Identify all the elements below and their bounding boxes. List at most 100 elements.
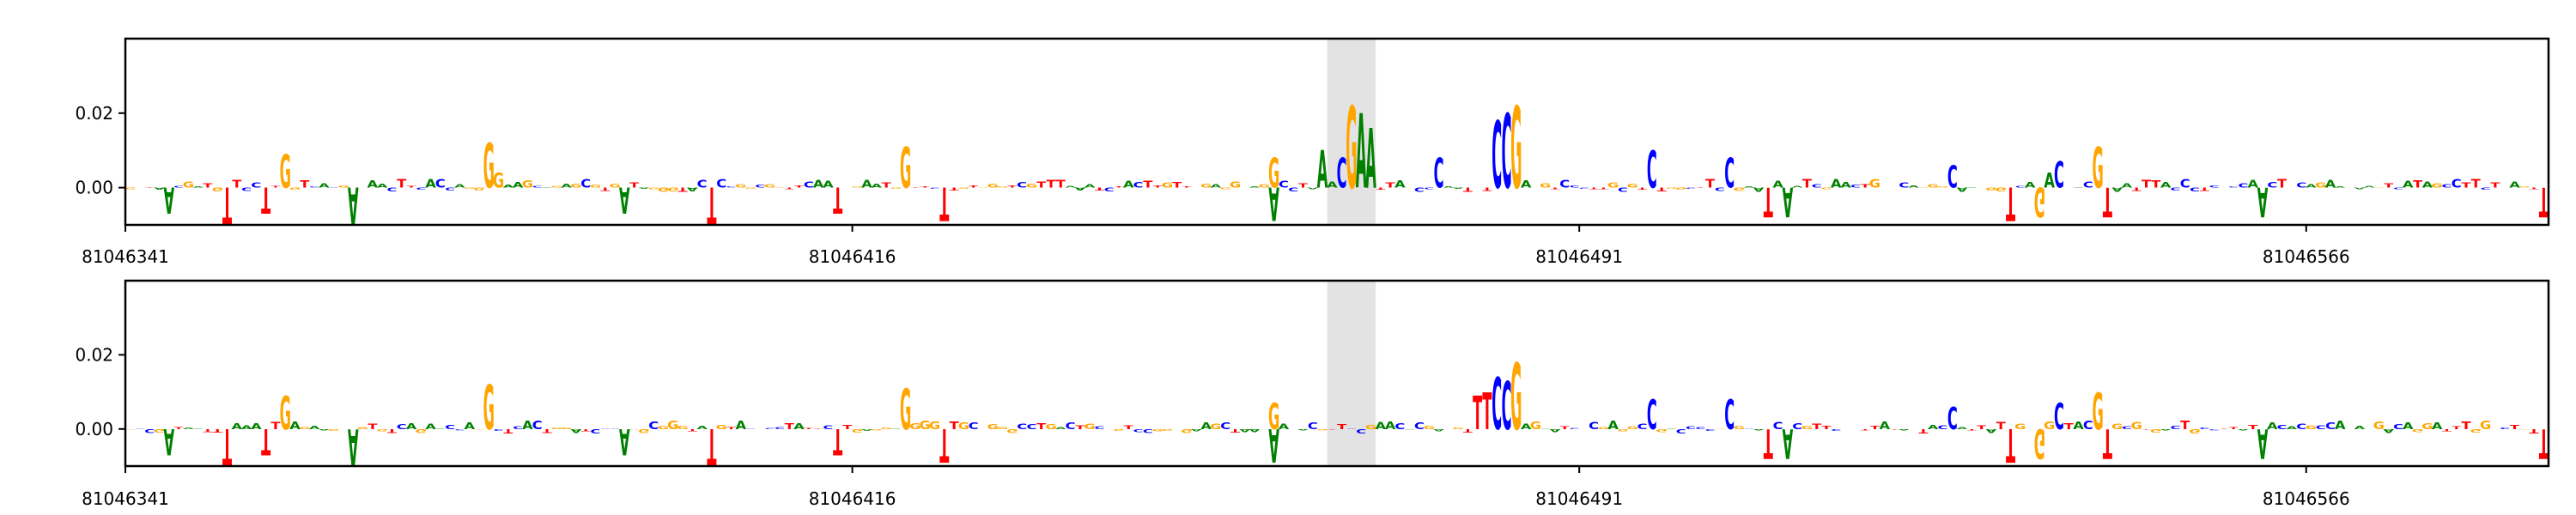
logo-letter-background: T — [503, 427, 513, 434]
logo-letter-background: A — [1123, 179, 1134, 190]
logo-letter-background: T — [2219, 428, 2228, 429]
logo-letter-peak: T — [261, 420, 270, 460]
logo-letter-peak: T — [1482, 384, 1492, 442]
logo-letter-background: T — [2142, 429, 2151, 430]
logo-letter-background: G — [735, 183, 746, 188]
logo-letter-peak: T — [939, 417, 949, 470]
logo-letter-background: C — [1026, 423, 1036, 432]
logo-letter-background: G — [464, 187, 475, 189]
logo-letter-background: C — [454, 428, 465, 430]
logo-letter-background: G — [658, 186, 669, 193]
logo-letter-background: C — [610, 428, 620, 429]
logo-letter-background: A — [406, 422, 417, 432]
logo-letter-peak: C — [1492, 365, 1502, 447]
logo-letter-background: T — [629, 181, 640, 189]
logo-letter-background: C — [2190, 186, 2200, 192]
logo-letter-background: T — [2451, 426, 2461, 430]
logo-letter-background: G — [1627, 182, 1638, 189]
logo-letter-background: C — [1143, 427, 1153, 433]
logo-letter-background: A — [513, 181, 525, 190]
logo-letter-background: C — [1414, 421, 1425, 432]
logo-letter-background: A — [1308, 187, 1319, 190]
logo-letter-background: T — [2277, 178, 2287, 191]
logo-letter-background: G — [997, 427, 1008, 430]
x-tick-label: 81046416 — [809, 488, 896, 509]
logo-letter-background: A — [377, 183, 388, 189]
logo-letter-background: T — [2180, 419, 2190, 432]
logo-letter-background: C — [445, 186, 455, 191]
logo-letter-background: T — [2530, 427, 2540, 434]
logo-letter-background: T — [2132, 186, 2142, 191]
plot-frame — [124, 37, 2550, 227]
logo-letter-background: A — [2267, 421, 2278, 432]
plot-frame — [124, 279, 2550, 468]
logo-letter-peak: T — [222, 416, 232, 475]
logo-letter-background: A — [183, 427, 194, 429]
logo-letter-background: T — [1802, 177, 1813, 191]
logo-letter-background: A — [1753, 428, 1765, 430]
logo-letter-background: G — [1084, 423, 1095, 432]
logo-letter-background: A — [2073, 187, 2084, 188]
logo-letter-background: T — [1337, 423, 1346, 431]
logo-letter-background: G — [1985, 187, 1996, 191]
logo-letter-background: T — [1589, 187, 1599, 190]
logo-letter-background: G — [1869, 178, 1880, 191]
logo-letter-background: G — [871, 428, 882, 430]
logo-letter-background: G — [2150, 428, 2161, 433]
logo-letter-background: G — [2014, 423, 2026, 432]
logo-letter-background: T — [1890, 429, 1899, 430]
logo-letter-background: A — [1327, 180, 1338, 191]
logo-letter-peak: T — [939, 176, 949, 229]
logo-letter-background: C — [600, 428, 611, 429]
logo-letter-background: C — [1686, 426, 1696, 430]
logo-letter-peak: A — [1356, 94, 1367, 213]
logo-letter-background: C — [416, 187, 426, 191]
logo-letter-background: A — [571, 427, 582, 433]
logo-letter-peak: C — [2054, 397, 2064, 438]
logo-letter-background: C — [532, 419, 543, 432]
logo-letter-peak: T — [261, 179, 270, 219]
logo-letter-background: A — [2306, 184, 2317, 189]
logo-letter-background: G — [2044, 419, 2055, 432]
logo-letter-background: C — [1744, 428, 1754, 429]
logo-letter-background: A — [1666, 428, 1677, 429]
logo-letter-background: G — [958, 421, 969, 432]
logo-letter-background: T — [2530, 187, 2539, 190]
x-tick-label: 81046566 — [2263, 488, 2350, 509]
logo-letter-background: T — [1463, 428, 1473, 433]
logo-letter-background: T — [406, 185, 416, 188]
logo-letter-background: G — [2189, 427, 2200, 434]
logo-letter-background: G — [473, 187, 484, 191]
logo-letter-background: T — [1550, 187, 1559, 190]
logo-letter-background: C — [648, 420, 659, 432]
logo-letter-background: T — [203, 428, 213, 433]
logo-letter-background: C — [1773, 421, 1783, 432]
logo-letter-background: G — [2470, 428, 2482, 433]
logo-letter-background: A — [890, 428, 902, 429]
logo-letter-background: C — [2316, 424, 2326, 430]
logo-letter-background: A — [368, 179, 379, 191]
logo-letter-background: T — [2510, 423, 2520, 430]
logo-letter-peak: G — [2034, 178, 2045, 225]
logo-letter-background: T — [2442, 428, 2451, 432]
logo-letter-background: T — [2384, 182, 2394, 190]
logo-letter-background: A — [861, 179, 872, 191]
logo-letter-background: G — [764, 184, 775, 189]
logo-letter-background: G — [2131, 421, 2142, 432]
logo-letter-background: C — [1346, 428, 1357, 429]
logo-letter-background: A — [1297, 428, 1309, 430]
logo-letter-background: T — [1996, 421, 2007, 432]
logo-letter-background: T — [581, 428, 591, 432]
logo-letter-background: G — [2518, 186, 2530, 188]
logo-letter-background: C — [1066, 421, 1076, 432]
logo-letter-peak: T — [2006, 176, 2015, 229]
logo-letter-background: G — [2306, 424, 2317, 430]
logo-letter-background: A — [2354, 187, 2366, 190]
logo-letter-peak: T — [833, 420, 842, 460]
logo-letter-peak: T — [707, 416, 716, 475]
logo-letter-background: A — [1899, 428, 1910, 430]
logo-letter-background: T — [842, 423, 853, 430]
logo-letter-peak: G — [483, 132, 495, 203]
logo-letter-background: C — [2296, 422, 2306, 431]
